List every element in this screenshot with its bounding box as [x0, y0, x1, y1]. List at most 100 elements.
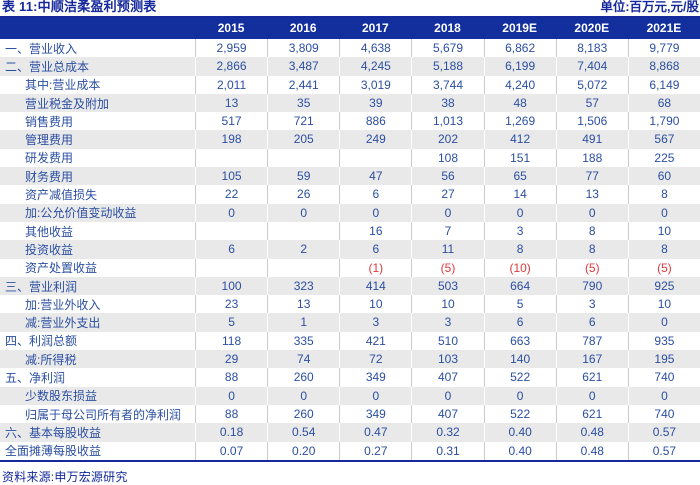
- cell-value: 6,149: [627, 75, 700, 94]
- cell-value: 188: [555, 148, 628, 168]
- cell-value: 72: [339, 350, 411, 369]
- table-title: 表 11:中顺洁柔盈利预测表: [2, 0, 157, 14]
- table-row: 二、营业总成本 2,866 3,487 4,245 5,188 6,199 7,404 8,8…: [0, 57, 700, 76]
- cell-value: 3,487: [267, 57, 339, 76]
- cell-value: 27: [411, 185, 483, 204]
- table-row: 少数股东损益 0 0 0 0 0 0 0: [0, 386, 700, 405]
- cell-value: 10: [627, 221, 700, 241]
- cell-value: 414: [339, 276, 411, 296]
- cell-value: 13: [267, 295, 339, 314]
- cell-value: 510: [411, 331, 483, 351]
- cell-value: 567: [627, 130, 700, 149]
- table-bottom-border: [0, 459, 700, 462]
- cell-value: 621: [555, 404, 628, 424]
- cell-value: 8,183: [555, 39, 628, 58]
- cell-value: 407: [411, 404, 483, 424]
- cell-value: 349: [339, 404, 411, 424]
- cell-value: 1,269: [483, 112, 556, 131]
- cell-value: 621: [555, 368, 628, 387]
- row-label: 财务费用: [25, 169, 74, 184]
- cell-value: 65: [483, 167, 556, 186]
- cell-value: 0.54: [267, 423, 339, 442]
- cell-value: 35: [267, 93, 339, 113]
- cell-value: 925: [627, 276, 700, 296]
- table-row: 管理费用 198 205 249 202 412 491 567: [0, 130, 700, 149]
- cell-value: 0: [195, 203, 267, 222]
- cell-value: 407: [411, 368, 483, 387]
- cell-value: 77: [555, 167, 628, 186]
- cell-value: 88: [195, 404, 267, 424]
- cell-value: 3,019: [339, 75, 411, 94]
- cell-value: 13: [195, 93, 267, 113]
- table-body: 一、营业收入 2,959 3,809 4,638 5,679 6,862 8,183 9,77…: [0, 39, 700, 460]
- cell-value: 26: [267, 185, 339, 204]
- cell-value: 8: [483, 240, 556, 259]
- cell-value: (5): [555, 258, 628, 277]
- cell-value: 13: [555, 185, 628, 204]
- cell-value: 663: [483, 331, 556, 351]
- cell-value: 0.20: [267, 441, 339, 460]
- cell-value: 4,240: [483, 75, 556, 94]
- table-row: 其中:营业成本 2,011 2,441 3,019 3,744 4,240 5,072 6,1…: [0, 75, 700, 94]
- cell-value: 4,245: [339, 57, 411, 76]
- table-row: 加:公允价值变动收益 0 0 0 0 0 0 0: [0, 203, 700, 222]
- cell-value: 23: [195, 295, 267, 314]
- table-row: 销售费用 517 721 886 1,013 1,269 1,506 1,790: [0, 112, 700, 131]
- cell-value: (10): [483, 258, 556, 277]
- cell-value: 3,809: [267, 39, 339, 58]
- cell-value: 0.57: [627, 423, 700, 442]
- cell-value: 1: [267, 313, 339, 332]
- table-header-row: 2015 2016 2017 2018 2019E 2020E 2021E: [0, 18, 700, 39]
- table-row: 四、利润总额 118 335 421 510 663 787 935: [0, 331, 700, 351]
- cell-value: 3: [555, 295, 628, 314]
- table-row: 其他收益 16 7 3 8 10: [0, 221, 700, 241]
- row-label: 销售费用: [25, 114, 74, 129]
- cell-value: 740: [627, 368, 700, 387]
- cell-value: 195: [627, 350, 700, 369]
- cell-value: 0: [267, 386, 339, 405]
- cell-value: 787: [555, 331, 628, 351]
- cell-value: 10: [411, 295, 483, 314]
- cell-value: 0.40: [483, 441, 556, 460]
- cell-value: 5: [195, 313, 267, 332]
- cell-value: 0: [627, 313, 700, 332]
- row-label: 全面摊薄每股收益: [5, 444, 102, 459]
- cell-value: 225: [627, 148, 700, 168]
- cell-value: [195, 148, 267, 168]
- row-label: 管理费用: [25, 133, 74, 148]
- cell-value: 167: [555, 350, 628, 369]
- cell-value: 38: [411, 93, 483, 113]
- cell-value: 5,679: [411, 39, 483, 58]
- cell-value: 0: [267, 203, 339, 222]
- row-label: 投资收益: [25, 242, 74, 257]
- cell-value: 0.48: [555, 441, 628, 460]
- header-label-spacer: [0, 18, 195, 39]
- cell-value: 9,779: [627, 39, 700, 58]
- cell-value: 3: [411, 313, 483, 332]
- title-divider: [0, 16, 700, 18]
- cell-value: 39: [339, 93, 411, 113]
- cell-value: 105: [195, 167, 267, 186]
- table-row: 三、营业利润 100 323 414 503 664 790 925: [0, 276, 700, 296]
- cell-value: [195, 221, 267, 241]
- cell-value: 7: [411, 221, 483, 241]
- cell-value: 349: [339, 368, 411, 387]
- cell-value: 22: [195, 185, 267, 204]
- cell-value: 2: [267, 240, 339, 259]
- row-label: 六、基本每股收益: [5, 425, 102, 440]
- cell-value: 6: [339, 185, 411, 204]
- cell-value: 721: [267, 112, 339, 131]
- cell-value: 664: [483, 276, 556, 296]
- cell-value: 6,862: [483, 39, 556, 58]
- cell-value: 0: [411, 203, 483, 222]
- cell-value: 886: [339, 112, 411, 131]
- table-row: 六、基本每股收益 0.18 0.54 0.47 0.32 0.40 0.48 0.57: [0, 423, 700, 442]
- cell-value: 6,199: [483, 57, 556, 76]
- column-header-2016: 2016: [289, 21, 317, 35]
- cell-value: 16: [339, 221, 411, 241]
- cell-value: 0.32: [411, 423, 483, 442]
- cell-value: (5): [627, 258, 700, 277]
- cell-value: 0.07: [195, 441, 267, 460]
- cell-value: 5: [483, 295, 556, 314]
